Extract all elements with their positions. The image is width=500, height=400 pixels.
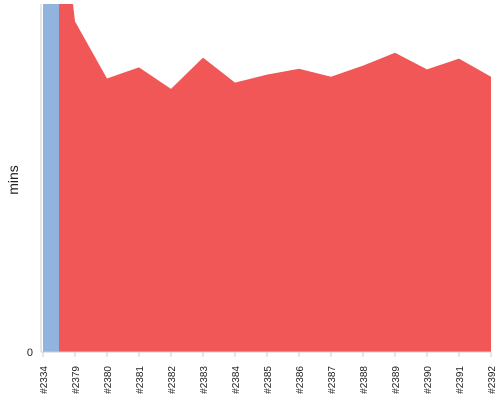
x-tick-label: #2380 (103, 366, 114, 394)
y-tick-label: 0 (27, 347, 33, 359)
x-tick-label: #2389 (391, 366, 402, 394)
x-tick-label: #2387 (327, 366, 338, 394)
y-axis-label: mins (5, 165, 21, 195)
x-tick-label: #2392 (487, 366, 498, 394)
x-tick-label: #2383 (199, 366, 210, 394)
x-tick-label: #2386 (295, 366, 306, 394)
area-series-blue (43, 4, 59, 352)
x-tick-label: #2385 (263, 366, 274, 394)
x-tick-label: #2388 (359, 366, 370, 394)
x-ticks: #2334 #2379 #2380 #2381 #2382 #2383 #2384 #2385… (39, 352, 498, 394)
x-tick-label: #2390 (423, 366, 434, 394)
x-tick-label: #2391 (455, 366, 466, 394)
y-ticks: 0 (27, 347, 33, 359)
x-tick-label: #2381 (135, 366, 146, 394)
x-tick-label: #2334 (39, 366, 50, 394)
area-series-red (59, 4, 491, 352)
x-tick-label: #2379 (71, 366, 82, 394)
x-tick-label: #2382 (167, 366, 178, 394)
plot-areas (43, 4, 491, 352)
x-tick-label: #2384 (231, 366, 242, 394)
